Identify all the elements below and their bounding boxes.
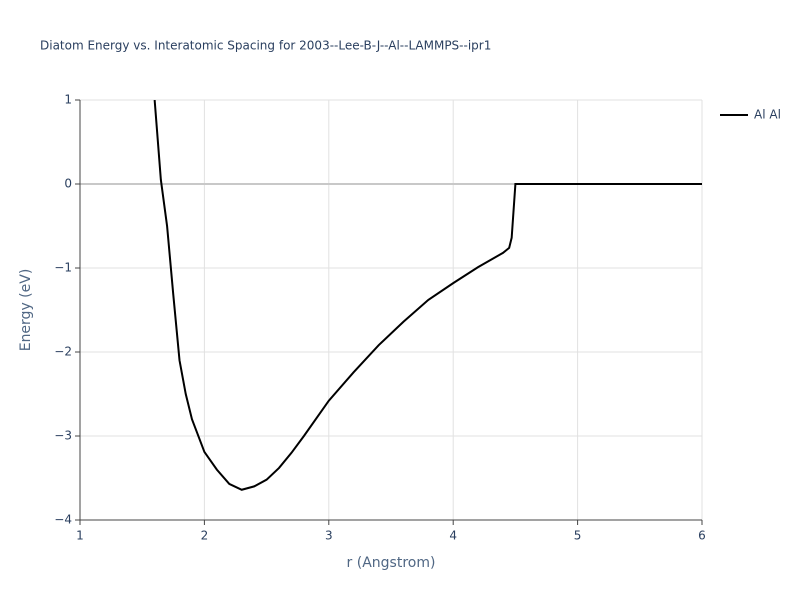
x-tick-label: 4: [449, 529, 457, 543]
legend-label: Al Al: [754, 108, 781, 122]
x-tick-label: 2: [201, 529, 209, 543]
line-series: [153, 100, 702, 491]
x-tick-label: 1: [76, 529, 84, 543]
y-tick-label: −1: [54, 261, 72, 275]
y-tick-label: −4: [54, 513, 72, 527]
y-tick-label: −2: [54, 345, 72, 359]
y-tick-label: 0: [64, 177, 72, 191]
chart-title: Diatom Energy vs. Interatomic Spacing fo…: [40, 39, 491, 53]
x-tick-label: 5: [574, 529, 582, 543]
x-tick-label: 6: [698, 529, 706, 543]
x-axis-title: r (Angstrom): [347, 555, 436, 571]
y-tick-label: 1: [64, 93, 72, 107]
x-tick-label: 3: [325, 529, 333, 543]
y-axis-title: Energy (eV): [18, 269, 34, 352]
y-tick-label: −3: [54, 429, 72, 443]
